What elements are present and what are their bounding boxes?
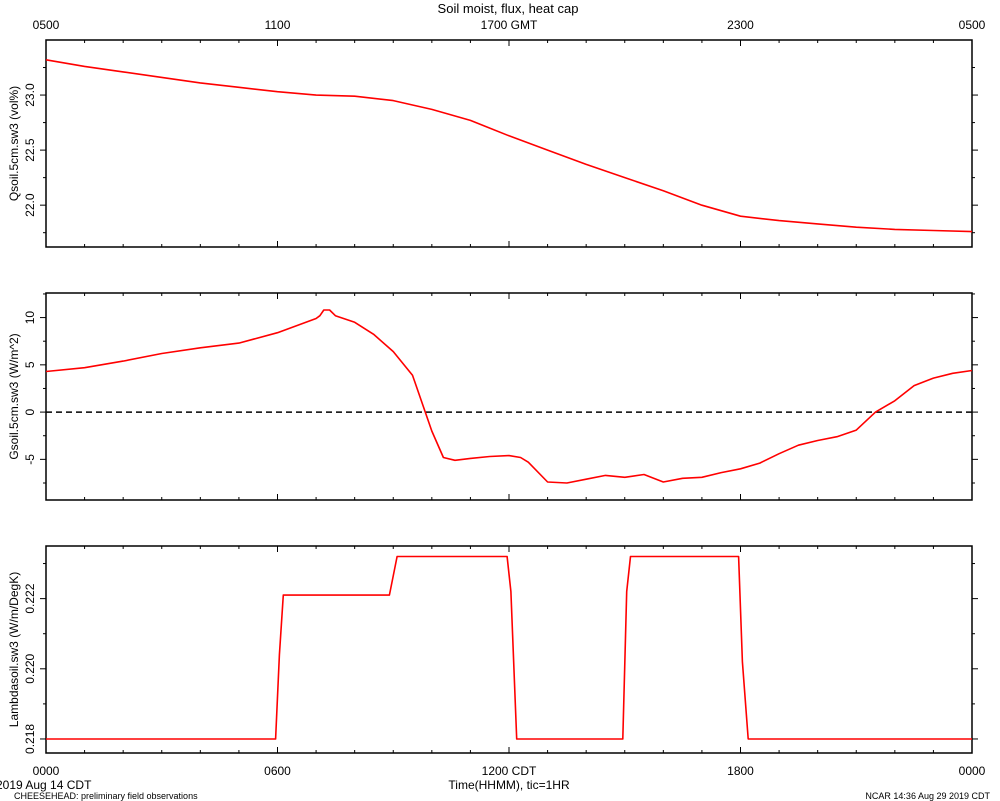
footer-left-note: CHEESEHEAD: preliminary field observatio… [14,791,198,801]
data-series-line [45,309,973,484]
y-tick-label: 23.0 [23,83,37,107]
y-tick-label: 5 [23,361,37,368]
data-series-line [45,59,973,233]
y-tick-label: 0.222 [23,583,37,613]
bottom-axis-tick-label: 1800 [727,764,754,778]
plot-frame [45,292,973,501]
y-tick-label: 22.5 [23,138,37,162]
top-axis-tick-label: 0500 [959,18,986,32]
x-axis-label: Time(HHMM), tic=1HR [448,778,570,792]
y-tick-label: 0.220 [23,653,37,683]
plot-frame [45,39,973,248]
bottom-axis-tick-label: 0000 [959,764,986,778]
y-axis-label: Lambdasoil.sw3 (W/m/DegK) [7,572,21,727]
y-tick-label: 22.0 [23,193,37,217]
y-tick-label: 10 [23,311,37,325]
top-axis-tick-label: 0500 [33,18,60,32]
bottom-axis-tick-label: 0000 [33,764,60,778]
top-axis-tick-label: 2300 [727,18,754,32]
y-tick-label: 0 [23,408,37,415]
y-tick-label: 0.218 [23,724,37,754]
start-date-label: 2019 Aug 14 CDT [0,778,92,792]
y-axis-label: Gsoil.5cm.sw3 (W/m^2) [7,333,21,459]
footer-right-note: NCAR 14:36 Aug 29 2019 CDT [865,791,990,801]
bottom-axis-tick-label: 0600 [264,764,291,778]
bottom-axis-tick-label: 1200 CDT [482,764,537,778]
chart-title: Soil moist, flux, heat cap [438,1,579,16]
top-axis-tick-label: 1700 GMT [481,18,538,32]
y-tick-label: -5 [23,454,37,465]
data-series-line [46,555,972,740]
top-axis-tick-label: 1100 [265,18,291,32]
y-axis-label: Qsoil.5cm.sw3 (vol%) [7,86,21,201]
